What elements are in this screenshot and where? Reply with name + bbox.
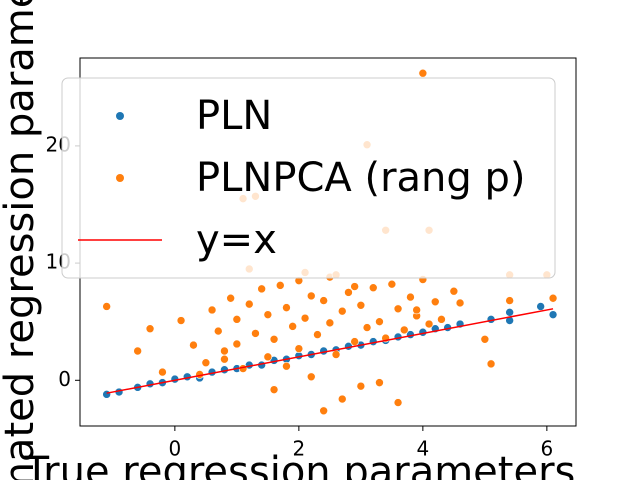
point [220, 346, 229, 356]
point [251, 329, 260, 338]
point [437, 315, 446, 324]
point [145, 324, 155, 334]
point [350, 282, 359, 291]
point [548, 310, 558, 319]
point [306, 291, 316, 301]
point [505, 308, 514, 317]
point [393, 398, 403, 407]
point [232, 339, 242, 349]
point [201, 358, 211, 368]
point [406, 292, 415, 302]
point [418, 68, 428, 78]
point [269, 385, 279, 394]
point [325, 318, 335, 328]
point [344, 288, 353, 297]
point [393, 304, 403, 314]
x-tick-label: 0 [168, 437, 181, 461]
point [356, 300, 366, 310]
point [257, 284, 266, 294]
point [102, 302, 111, 311]
point [288, 322, 297, 331]
point [375, 317, 384, 326]
point [226, 293, 235, 303]
point [319, 296, 328, 305]
legend-label: y=x [196, 217, 277, 263]
legend-box [61, 77, 556, 279]
point [102, 390, 111, 399]
x-tick-label: 4 [416, 437, 429, 461]
point [232, 315, 242, 324]
point [548, 293, 558, 303]
point [375, 378, 384, 387]
point [399, 325, 409, 335]
point [319, 406, 328, 416]
point [362, 323, 372, 332]
point [430, 297, 440, 307]
point [294, 344, 304, 353]
y-axis-label: Estimated regression parameters [0, 0, 43, 480]
point [536, 302, 545, 311]
point [263, 310, 273, 319]
point [412, 305, 421, 315]
legend-label: PLN [196, 93, 272, 139]
point [337, 306, 347, 316]
legend-marker [116, 174, 124, 182]
point [176, 316, 186, 325]
point [455, 298, 465, 308]
x-axis-label: True regression parameters [24, 449, 576, 480]
point [282, 303, 291, 312]
point [424, 319, 434, 329]
point [158, 367, 167, 377]
point [275, 281, 285, 290]
legend-marker [116, 112, 124, 120]
point [505, 296, 514, 305]
point [263, 352, 273, 362]
legend-label: PLNPCA (rang p) [196, 155, 525, 201]
point [480, 334, 490, 344]
point [282, 361, 291, 371]
point [356, 381, 366, 391]
x-tick-label: 6 [540, 437, 553, 461]
point [313, 330, 322, 339]
point [350, 337, 359, 346]
y-tick-label: 0 [58, 367, 71, 391]
point [213, 326, 223, 336]
point [337, 394, 347, 404]
x-tick-label: 2 [292, 437, 305, 461]
point [387, 279, 397, 289]
point [331, 350, 341, 359]
point [300, 313, 310, 323]
point [449, 286, 459, 296]
point [133, 346, 142, 356]
point [306, 372, 316, 382]
point [244, 299, 254, 309]
point [220, 354, 229, 364]
point [368, 283, 378, 293]
point [207, 305, 217, 315]
point [189, 340, 198, 350]
point [269, 334, 279, 344]
line [106, 308, 554, 394]
point [486, 359, 496, 369]
